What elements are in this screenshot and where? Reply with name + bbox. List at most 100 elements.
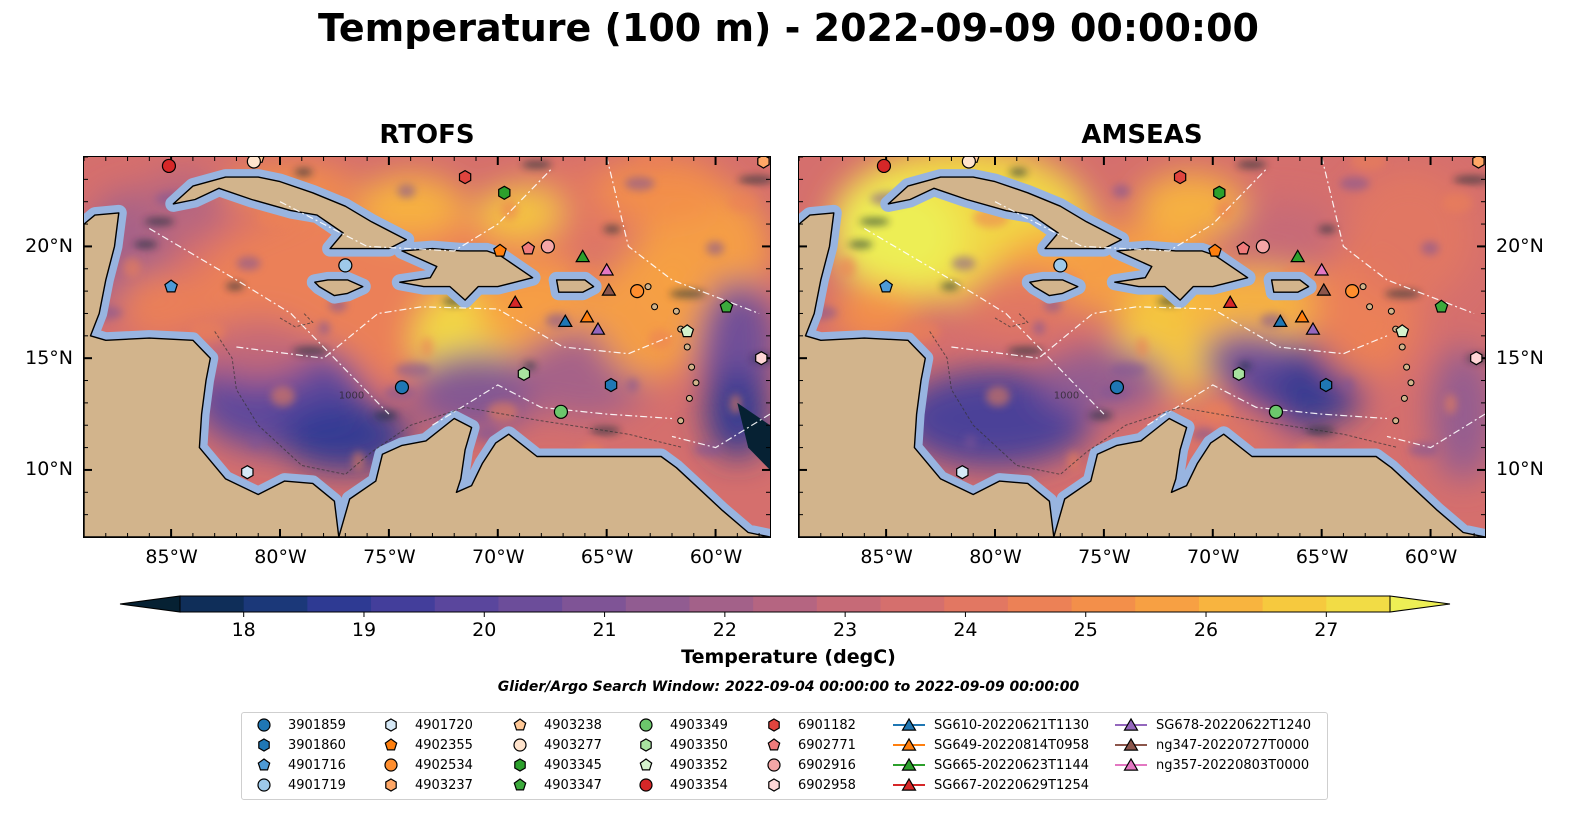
- legend-item: SG610-20220621T1130: [892, 716, 1089, 734]
- map-marker-sg678-20220622t1240: [1305, 321, 1321, 335]
- colorbar-max-extension: [1389, 595, 1451, 613]
- y-tick-label-left: 20°N: [25, 234, 73, 257]
- map-marker-sg610-20220621t1130: [1272, 314, 1288, 327]
- legend-item: 4902355: [383, 736, 473, 754]
- map-marker-sg610-20220621t1130: [557, 314, 573, 327]
- map-marker-3901859: [1109, 380, 1125, 395]
- colorbar-bin: [880, 596, 945, 612]
- legend-label: SG665-20220623T1144: [934, 757, 1090, 773]
- legend-marker-icon: [514, 758, 526, 772]
- map-marker-sg665-20220623t1144: [1290, 249, 1306, 263]
- map-marker-ng357-20220803t0000: [1314, 262, 1330, 276]
- map-marker-3901859: [394, 380, 410, 395]
- legend-marker-icon: [768, 718, 780, 732]
- legend-label: SG678-20220622T1240: [1156, 717, 1312, 733]
- colorbar-bin: [1262, 596, 1327, 612]
- map-marker-4903345: [1213, 185, 1226, 200]
- x-tick-label: 60°W: [689, 546, 743, 568]
- legend-marker-icon: [639, 718, 653, 732]
- legend-marker-icon: [639, 778, 653, 792]
- map-marker-4903352: [1395, 324, 1410, 338]
- legend-label: 4901719: [288, 777, 346, 793]
- legend-label: 4903352: [670, 757, 728, 773]
- legend-label: SG667-20220629T1254: [934, 777, 1090, 793]
- legend-label: SG610-20220621T1130: [934, 717, 1090, 733]
- legend-item: 3901860: [256, 736, 346, 754]
- legend-label: 3901860: [288, 737, 346, 753]
- x-tick-label: 65°W: [1295, 546, 1349, 568]
- map-marker-sg678-20220622t1240: [590, 321, 606, 335]
- legend-label: 4903238: [544, 717, 602, 733]
- legend-item: SG665-20220623T1144: [892, 756, 1089, 774]
- map-marker-4901720: [241, 465, 254, 480]
- map-marker-4903354: [876, 158, 892, 174]
- map-marker-sg665-20220623t1144: [575, 249, 591, 263]
- legend-item: 6901182: [766, 716, 856, 734]
- legend-label: 4901720: [415, 717, 473, 733]
- map-marker-ng347-20220727t0000: [1316, 282, 1332, 296]
- colorbar-bin: [371, 596, 436, 612]
- legend-item: 3901859: [256, 716, 346, 734]
- colorbar-tick-label: 21: [592, 619, 616, 641]
- map-marker-ng357-20220803t0000: [599, 262, 615, 276]
- legend-marker-icon: [257, 778, 271, 792]
- colorbar-tick-label: 23: [833, 619, 857, 641]
- colorbar-bin: [180, 596, 245, 612]
- legend-label: 4903350: [670, 737, 728, 753]
- legend-marker-icon: [893, 777, 925, 791]
- x-tick-label: 70°W: [472, 546, 525, 568]
- colorbar-tick-label: 26: [1194, 619, 1218, 641]
- map-marker-3901860: [604, 377, 618, 393]
- legend-marker-icon: [1115, 757, 1147, 771]
- map-marker-3901860: [1319, 377, 1333, 393]
- legend-marker-icon: [893, 757, 925, 771]
- legend-marker-icon: [768, 778, 780, 792]
- colorbar-bin: [625, 596, 690, 612]
- legend-marker-icon: [385, 778, 397, 792]
- legend-label: ng357-20220803T0000: [1156, 757, 1310, 773]
- map-marker-4903350: [517, 366, 531, 381]
- legend-marker-icon: [258, 738, 270, 752]
- legend-item: 6902916: [766, 756, 856, 774]
- legend-label: 4903277: [544, 737, 602, 753]
- colorbar-tick-label: 25: [1074, 619, 1098, 641]
- legend-marker-icon: [767, 738, 781, 751]
- legend: 3901859 3901860 4901716 4901719 4901720 49023…: [241, 712, 1328, 800]
- legend-label: 4903354: [670, 777, 728, 793]
- map-marker-4901719: [338, 258, 353, 273]
- x-tick-label: 85°W: [860, 546, 913, 568]
- legend-marker-icon: [1115, 737, 1147, 751]
- legend-marker-icon: [640, 738, 652, 752]
- map-marker-4901719: [1053, 258, 1068, 273]
- map-marker-6902916: [1255, 239, 1270, 254]
- map-marker-sg667-20220629t1254: [507, 295, 523, 308]
- colorbar-bin: [753, 596, 818, 612]
- panel-title-amseas: AMSEAS: [1081, 120, 1203, 150]
- map-marker-4902355: [493, 243, 507, 257]
- legend-marker-icon: [513, 718, 527, 731]
- legend-label: ng347-20220727T0000: [1156, 737, 1310, 753]
- map-marker-4903350: [1232, 366, 1246, 381]
- legend-marker-icon: [257, 758, 271, 771]
- legend-label: 4903349: [670, 717, 728, 733]
- x-tick-label: 80°W: [254, 546, 307, 568]
- map-marker-4903349: [1268, 404, 1284, 419]
- legend-item: ng357-20220803T0000: [1114, 756, 1309, 774]
- legend-label: 4903237: [415, 777, 473, 793]
- legend-marker-icon: [767, 758, 781, 772]
- map-marker-4903347: [1434, 299, 1449, 313]
- contour-label: 1000: [339, 390, 364, 401]
- colorbar-bin: [1135, 596, 1200, 612]
- map-panel-amseas: 1000: [798, 156, 1486, 538]
- map-marker-6901182: [458, 169, 472, 185]
- map-marker-4902534: [630, 284, 645, 299]
- legend-item: 4903237: [383, 776, 473, 794]
- legend-label: SG649-20220814T0958: [934, 737, 1090, 753]
- legend-item: 4903345: [512, 756, 602, 774]
- legend-marker-icon: [893, 737, 925, 751]
- legend-label: 6901182: [798, 717, 856, 733]
- legend-marker-icon: [384, 738, 398, 751]
- figure-title: Temperature (100 m) - 2022-09-09 00:00:0…: [317, 6, 1259, 50]
- legend-item: 4903238: [512, 716, 602, 734]
- legend-marker-icon: [257, 718, 271, 732]
